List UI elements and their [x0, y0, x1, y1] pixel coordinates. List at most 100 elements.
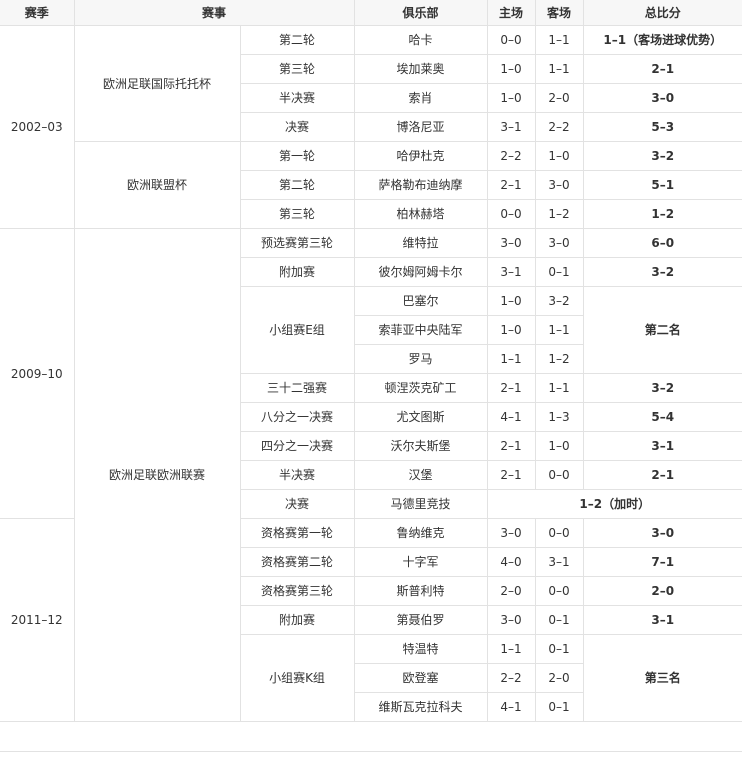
round-cell: 附加赛	[239, 605, 355, 635]
header-club: 俱乐部	[353, 0, 488, 26]
round-cell: 资格赛第二轮	[239, 547, 355, 577]
competition-cell: 欧洲足联国际托托杯	[73, 25, 241, 142]
away-score-cell: 1–2	[534, 344, 584, 374]
away-score-cell: 0–0	[534, 576, 584, 606]
season-cell: 2002–03	[0, 25, 75, 229]
away-score-cell: 2–0	[534, 83, 584, 113]
header-home: 主场	[486, 0, 536, 26]
club-cell: 沃尔夫斯堡	[353, 431, 488, 461]
aggregate-cell: 7–1	[582, 547, 742, 577]
round-cell: 资格赛第一轮	[239, 518, 355, 548]
club-cell: 巴塞尔	[353, 286, 488, 316]
header-row: 赛季 赛事 俱乐部 主场 客场 总比分	[0, 0, 742, 26]
home-score-cell: 2–1	[486, 373, 536, 403]
away-score-cell: 1–3	[534, 402, 584, 432]
season-cell: 2011–12	[0, 518, 75, 722]
aggregate-cell: 6–0	[582, 228, 742, 258]
away-score-cell: 0–1	[534, 257, 584, 287]
home-score-cell: 0–0	[486, 25, 536, 55]
club-cell: 鲁纳维克	[353, 518, 488, 548]
header-away: 客场	[534, 0, 584, 26]
home-score-cell: 3–1	[486, 257, 536, 287]
aggregate-cell: 3–1	[582, 605, 742, 635]
table-row: 2002–03 欧洲足联国际托托杯 第二轮 哈卡 0–0 1–1 1–1（客场进球优势）	[0, 25, 742, 229]
home-score-cell: 4–1	[486, 692, 536, 722]
home-score-cell: 2–0	[486, 576, 536, 606]
round-cell: 半决赛	[239, 83, 355, 113]
table-row: 附加赛 第聂伯罗 3–0 0–1 3–1	[0, 605, 742, 635]
home-score-cell: 3–0	[486, 518, 536, 548]
header-aggregate: 总比分	[582, 0, 742, 26]
table-row: 第二轮 萨格勒布迪纳摩 2–1 3–0 5–1	[0, 170, 742, 200]
club-cell: 尤文图斯	[353, 402, 488, 432]
aggregate-cell: 3–0	[582, 518, 742, 548]
away-score-cell: 3–0	[534, 228, 584, 258]
round-cell: 小组赛E组	[239, 286, 355, 374]
home-score-cell: 1–0	[486, 83, 536, 113]
away-score-cell: 2–2	[534, 112, 584, 142]
table-row: 欧洲联盟杯 第一轮 哈伊杜克 2–2 1–0 3–2	[0, 141, 742, 229]
club-cell: 第聂伯罗	[353, 605, 488, 635]
round-cell: 决赛	[239, 489, 355, 519]
away-score-cell: 1–1	[534, 54, 584, 84]
table-row: 附加赛 彼尔姆阿姆卡尔 3–1 0–1 3–2	[0, 257, 742, 287]
away-score-cell: 3–0	[534, 170, 584, 200]
aggregate-cell: 2–1	[582, 460, 742, 490]
home-score-cell: 1–1	[486, 344, 536, 374]
aggregate-cell: 5–3	[582, 112, 742, 142]
home-score-cell: 2–1	[486, 170, 536, 200]
away-score-cell: 0–1	[534, 634, 584, 664]
home-score-cell: 1–0	[486, 286, 536, 316]
home-score-cell: 3–0	[486, 605, 536, 635]
table-row: 小组赛K组 特温特 1–1 0–1 第三名	[0, 634, 742, 722]
round-cell: 八分之一决赛	[239, 402, 355, 432]
aggregate-cell: 5–4	[582, 402, 742, 432]
competition-cell: 欧洲联盟杯	[73, 141, 241, 229]
aggregate-cell: 3–1	[582, 431, 742, 461]
club-cell: 汉堡	[353, 460, 488, 490]
home-score-cell: 2–2	[486, 663, 536, 693]
home-score-cell: 1–0	[486, 315, 536, 345]
table-row: 2011–12 资格赛第一轮 鲁纳维克 3–0 0–0 3–0	[0, 518, 742, 722]
aggregate-cell: 1–1（客场进球优势）	[582, 25, 742, 55]
aggregate-cell: 3–2	[582, 257, 742, 287]
aggregate-cell: 5–1	[582, 170, 742, 200]
club-cell: 罗马	[353, 344, 488, 374]
home-score-cell: 3–1	[486, 112, 536, 142]
away-score-cell: 0–0	[534, 460, 584, 490]
table-row: 2009–10 欧洲足联欧洲联赛 预选赛第三轮 维特拉 3–0 3–0 6–0	[0, 228, 742, 722]
table-footer-spacer	[0, 722, 742, 752]
round-cell: 半决赛	[239, 460, 355, 490]
away-score-cell: 1–0	[534, 431, 584, 461]
club-cell: 博洛尼亚	[353, 112, 488, 142]
away-score-cell: 1–1	[534, 373, 584, 403]
season-cell: 2009–10	[0, 228, 75, 519]
table-row: 八分之一决赛 尤文图斯 4–1 1–3 5–4	[0, 402, 742, 432]
away-score-cell: 3–1	[534, 547, 584, 577]
round-cell: 决赛	[239, 112, 355, 142]
club-cell: 埃加莱奥	[353, 54, 488, 84]
aggregate-cell: 1–2	[582, 199, 742, 229]
aggregate-cell: 2–1	[582, 54, 742, 84]
club-cell: 索菲亚中央陆军	[353, 315, 488, 345]
aggregate-cell: 3–0	[582, 83, 742, 113]
club-cell: 维斯瓦克拉科夫	[353, 692, 488, 722]
home-score-cell: 2–1	[486, 460, 536, 490]
table-row: 小组赛E组 巴塞尔 1–0 3–2 第二名	[0, 286, 742, 374]
table-body: 2002–03 欧洲足联国际托托杯 第二轮 哈卡 0–0 1–1 1–1（客场进球优势） 第三…	[0, 25, 742, 722]
round-cell: 第一轮	[239, 141, 355, 171]
home-score-cell: 3–0	[486, 228, 536, 258]
round-cell: 第二轮	[239, 25, 355, 55]
results-table: 赛季 赛事 俱乐部 主场 客场 总比分 2002–03 欧洲足联国际托托杯 第二轮哈…	[0, 0, 742, 722]
round-cell: 第三轮	[239, 54, 355, 84]
home-score-cell: 1–0	[486, 54, 536, 84]
away-score-cell: 1–0	[534, 141, 584, 171]
away-score-cell: 2–0	[534, 663, 584, 693]
club-cell: 十字军	[353, 547, 488, 577]
table-row: 罗马 1–1 1–2	[0, 344, 742, 374]
club-cell: 柏林赫塔	[353, 199, 488, 229]
away-score-cell: 3–2	[534, 286, 584, 316]
header-competition: 赛事	[73, 0, 355, 26]
round-cell: 预选赛第三轮	[239, 228, 355, 258]
club-cell: 索肖	[353, 83, 488, 113]
